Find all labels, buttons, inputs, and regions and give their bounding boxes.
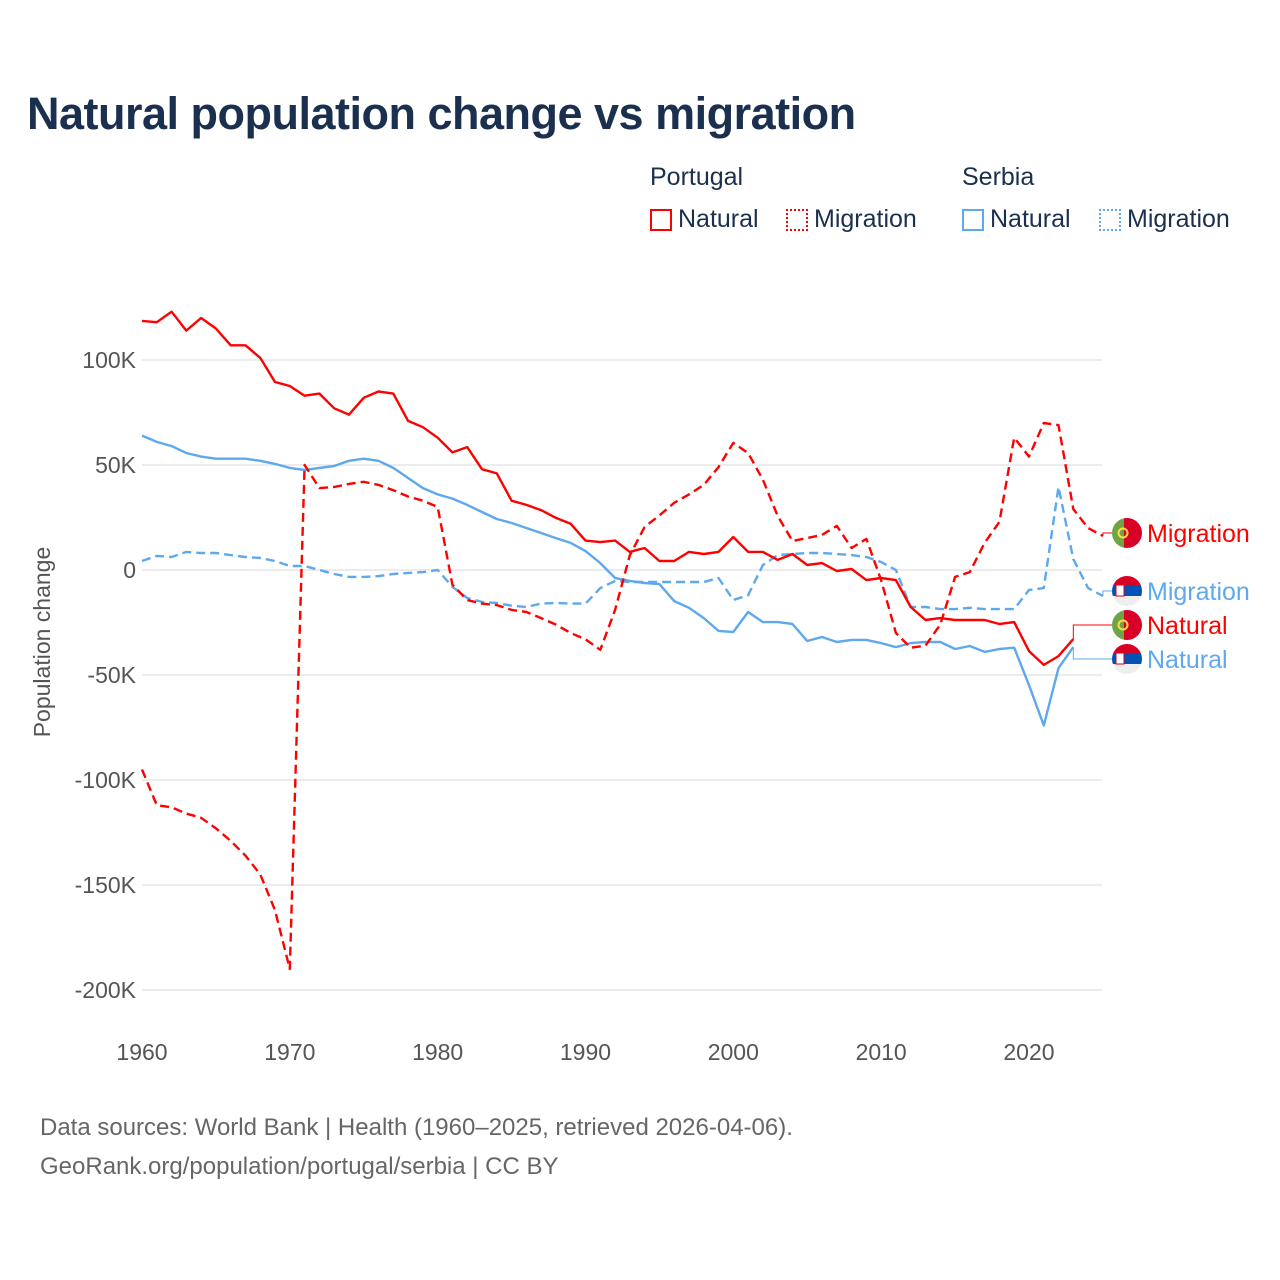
legend-portugal-migration[interactable]: Migration	[786, 205, 917, 234]
flag-red	[1124, 610, 1142, 640]
flag-emblem	[1115, 652, 1125, 665]
flag-emblem	[1117, 619, 1129, 631]
legend-portugal-natural[interactable]: Natural	[650, 205, 759, 234]
solid-swatch-icon	[650, 208, 672, 231]
end-label-portugal-natural: Natural	[1147, 612, 1228, 640]
end-label-serbia-migration: Migration	[1147, 578, 1250, 606]
label-connector	[1102, 532, 1112, 536]
y-tick-label: -100K	[75, 767, 137, 793]
series-line-serbia-migration	[141, 485, 1104, 611]
legend-serbia-natural[interactable]: Natural	[962, 205, 1071, 234]
flag-white	[1112, 664, 1142, 674]
y-tick-label: 100K	[82, 347, 136, 373]
flag-blue	[1112, 586, 1142, 596]
series-line-serbia-natural	[141, 434, 1075, 727]
series-line-portugal-natural	[141, 310, 1075, 667]
dotted-swatch-icon	[786, 208, 808, 231]
flag-red	[1112, 576, 1142, 586]
end-label-serbia-natural: Natural	[1147, 646, 1228, 674]
portugal-flag-icon	[1112, 610, 1142, 640]
y-axis-label: Population change	[29, 547, 55, 738]
y-tick-label: 50K	[95, 452, 137, 478]
flag-red	[1112, 644, 1142, 654]
portugal-flag-icon	[1112, 518, 1142, 548]
x-tick-label: 1960	[116, 1039, 167, 1065]
footer: Data sources: World Bank | Health (1960–…	[40, 1108, 793, 1186]
y-tick-label: -150K	[75, 872, 137, 898]
data-source-text: Data sources: World Bank | Health (1960–…	[40, 1114, 793, 1141]
chart-title: Natural population change vs migration	[27, 88, 856, 139]
legend-label: Natural	[678, 205, 759, 233]
x-tick-label: 1970	[264, 1039, 315, 1065]
dotted-swatch-icon	[1099, 208, 1121, 231]
solid-swatch-icon	[962, 208, 984, 231]
flag-red	[1124, 518, 1142, 548]
flag-emblem	[1115, 584, 1125, 597]
attribution-text: GeoRank.org/population/portugal/serbia |…	[40, 1153, 559, 1180]
legend-label: Migration	[814, 205, 917, 233]
x-tick-label: 2020	[1003, 1039, 1054, 1065]
legend-group-serbia: Serbia	[962, 163, 1035, 191]
y-tick-label: 0	[123, 557, 136, 583]
y-tick-label: -50K	[87, 662, 136, 688]
x-tick-label: 2010	[856, 1039, 907, 1065]
flag-blue	[1112, 654, 1142, 664]
legend-label: Natural	[990, 205, 1071, 233]
x-tick-label: 1980	[412, 1039, 463, 1065]
x-tick-label: 1990	[560, 1039, 611, 1065]
end-label-portugal-migration: Migration	[1147, 520, 1250, 548]
flag-emblem	[1117, 527, 1129, 539]
serbia-flag-icon	[1112, 644, 1142, 674]
label-connector	[1072, 624, 1112, 640]
legend-serbia-migration[interactable]: Migration	[1099, 205, 1230, 234]
series-line-portugal-migration	[140, 421, 1104, 971]
label-connector	[1072, 647, 1112, 660]
x-tick-label: 2000	[708, 1039, 759, 1065]
legend-label: Migration	[1127, 205, 1230, 233]
label-connector	[1102, 590, 1112, 597]
legend-group-portugal: Portugal	[650, 163, 744, 191]
y-tick-label: -200K	[75, 977, 137, 1003]
flag-white	[1112, 596, 1142, 606]
serbia-flag-icon	[1112, 576, 1142, 606]
